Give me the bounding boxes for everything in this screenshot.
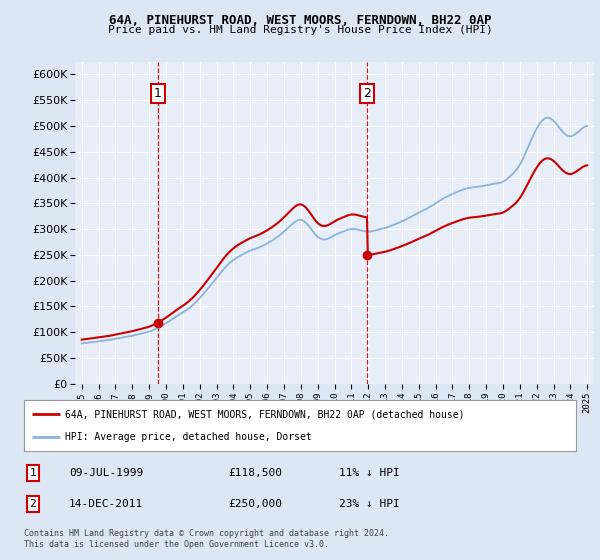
Text: 11% ↓ HPI: 11% ↓ HPI xyxy=(339,468,400,478)
Text: Contains HM Land Registry data © Crown copyright and database right 2024.
This d: Contains HM Land Registry data © Crown c… xyxy=(24,529,389,549)
Text: 64A, PINEHURST ROAD, WEST MOORS, FERNDOWN, BH22 0AP (detached house): 64A, PINEHURST ROAD, WEST MOORS, FERNDOW… xyxy=(65,409,465,419)
Text: 1: 1 xyxy=(154,87,162,100)
Text: 64A, PINEHURST ROAD, WEST MOORS, FERNDOWN, BH22 0AP: 64A, PINEHURST ROAD, WEST MOORS, FERNDOW… xyxy=(109,14,491,27)
Text: HPI: Average price, detached house, Dorset: HPI: Average price, detached house, Dors… xyxy=(65,432,312,442)
Text: 2: 2 xyxy=(29,499,37,509)
Text: 1: 1 xyxy=(29,468,37,478)
Text: £118,500: £118,500 xyxy=(228,468,282,478)
Text: 09-JUL-1999: 09-JUL-1999 xyxy=(69,468,143,478)
Text: 14-DEC-2011: 14-DEC-2011 xyxy=(69,499,143,509)
Text: £250,000: £250,000 xyxy=(228,499,282,509)
Text: Price paid vs. HM Land Registry's House Price Index (HPI): Price paid vs. HM Land Registry's House … xyxy=(107,25,493,35)
Text: 23% ↓ HPI: 23% ↓ HPI xyxy=(339,499,400,509)
Text: 2: 2 xyxy=(364,87,371,100)
